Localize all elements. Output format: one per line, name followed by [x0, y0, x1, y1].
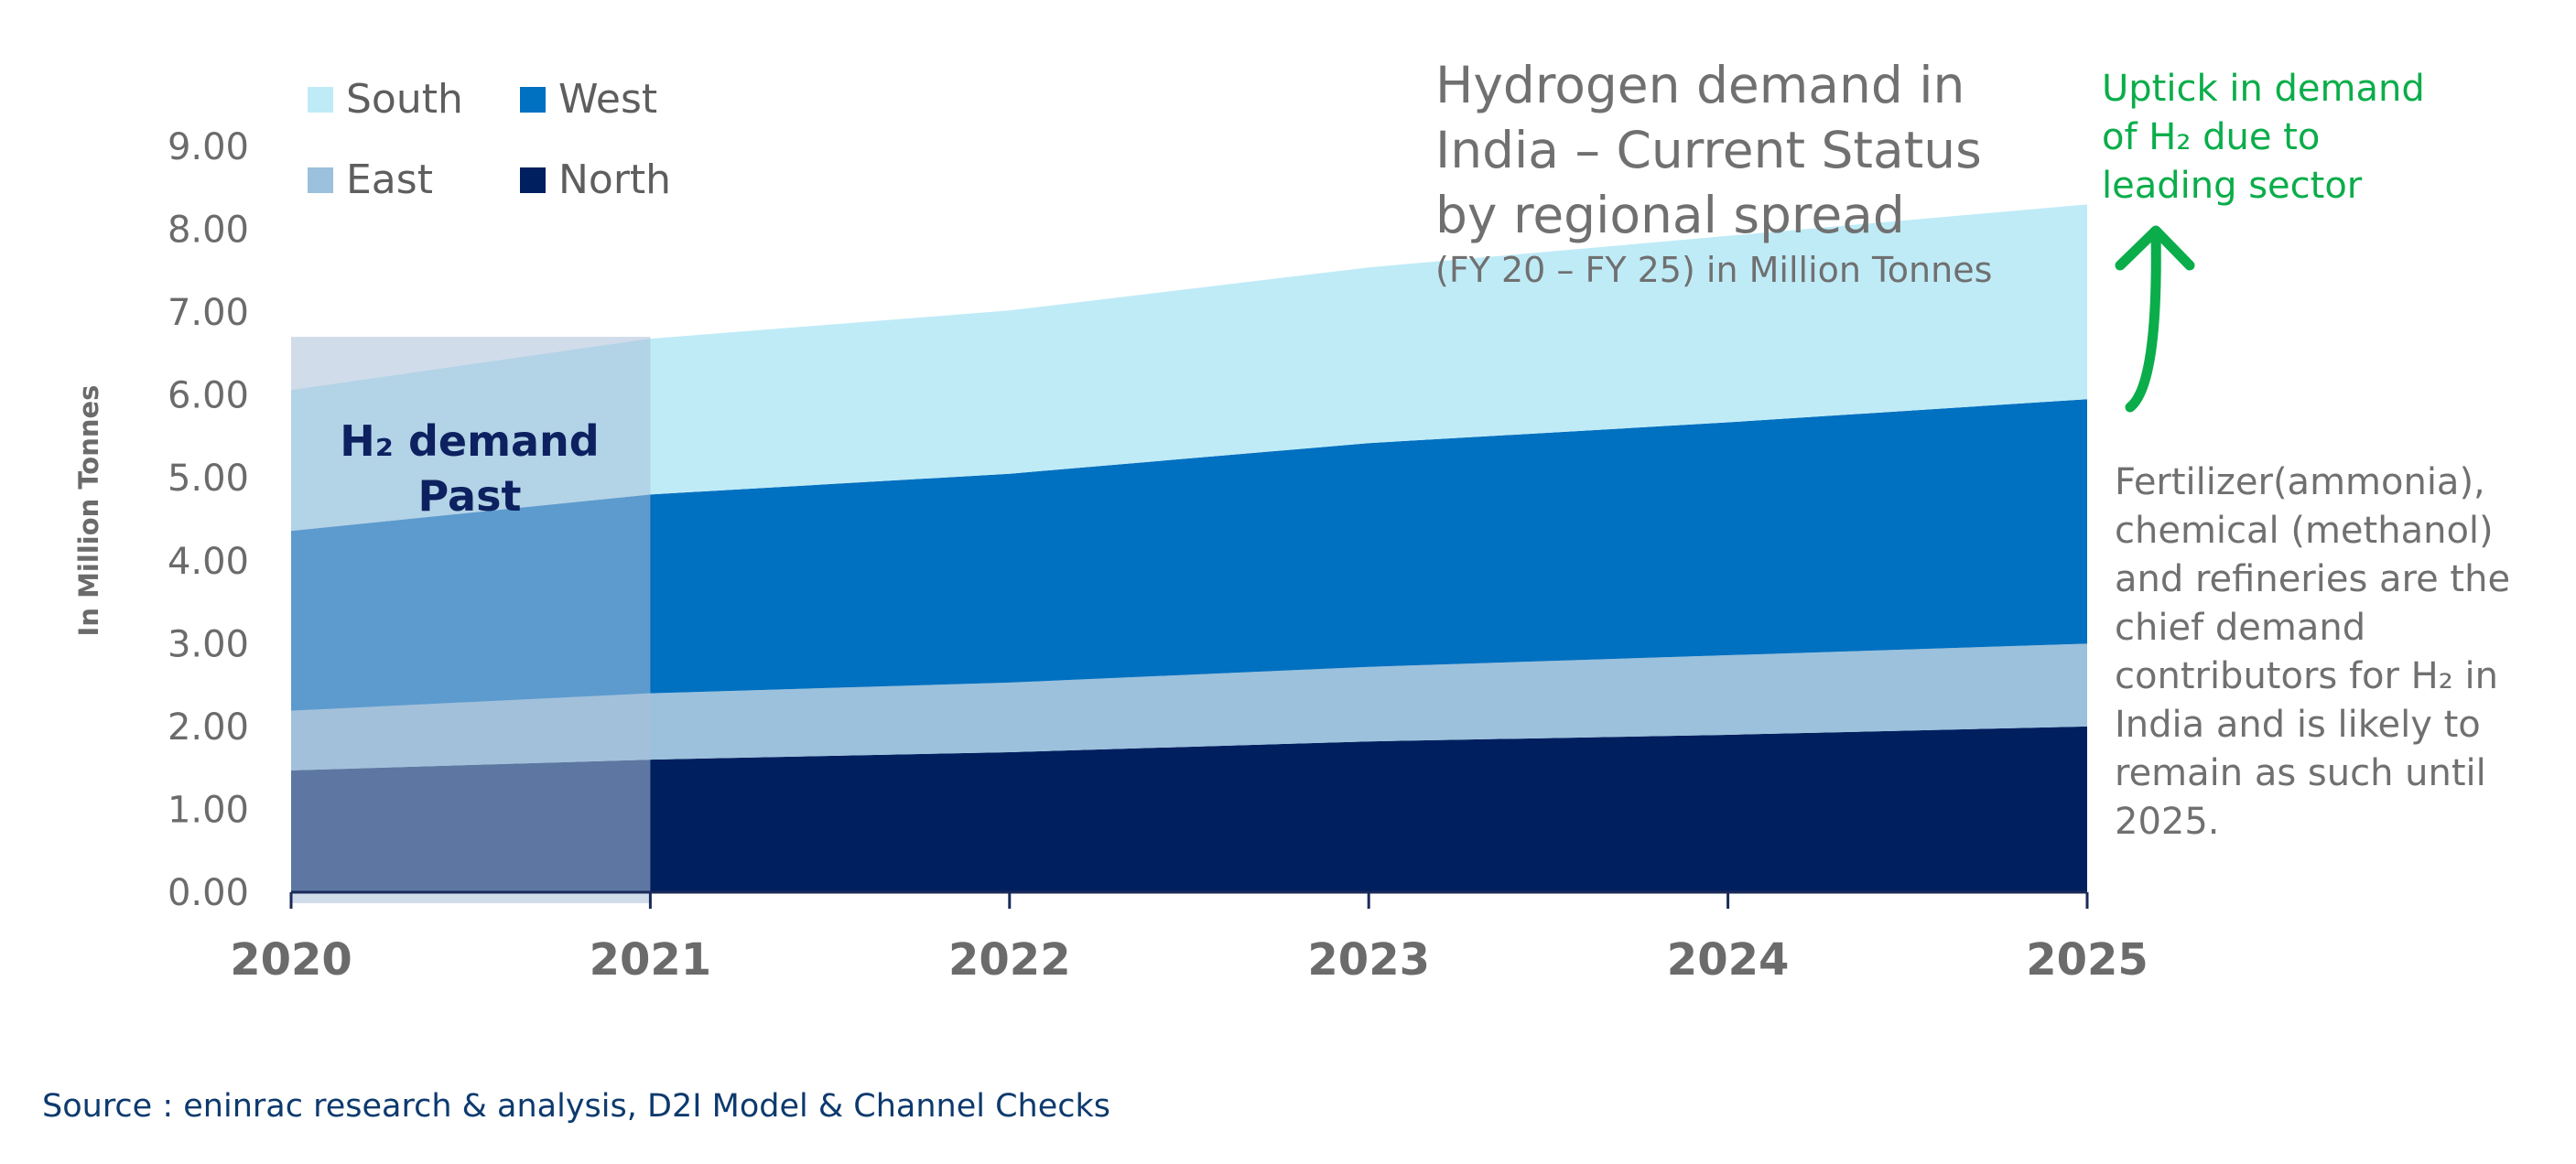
note-line: and refineries are the [2115, 558, 2510, 600]
legend-swatch-south [308, 87, 333, 113]
note-line: chemical (methanol) [2115, 510, 2494, 552]
y-axis-title: In Million Tonnes [73, 385, 104, 637]
chart-title-line-1: Hydrogen demand in [1435, 56, 1964, 114]
legend-swatch-east [308, 167, 333, 193]
note-line: Fertilizer(ammonia), [2115, 461, 2485, 503]
x-tick-label-2025: 2025 [2026, 934, 2148, 986]
note-line: contributors for H₂ in [2115, 655, 2498, 697]
y-tick-label: 6.00 [168, 375, 249, 417]
x-axis-ticks [289, 892, 2089, 909]
source-note: Source : eninrac research & analysis, D2… [42, 1088, 1110, 1125]
uptick-annotation-line-3: leading sector [2102, 165, 2363, 207]
legend-label-north: North [558, 156, 671, 203]
chart-subtitle: (FY 20 – FY 25) in Million Tonnes [1435, 250, 1992, 290]
y-tick-label: 0.00 [168, 872, 249, 914]
note-line: chief demand [2115, 607, 2365, 649]
note-line: remain as such until [2115, 752, 2486, 794]
area-series-group [291, 204, 2087, 892]
y-tick-label: 7.00 [168, 292, 249, 334]
uptick-annotation-line-1: Uptick in demand [2102, 68, 2425, 110]
area-south [291, 204, 2087, 532]
y-axis-labels: 0.00 1.00 2.00 3.00 4.00 5.00 6.00 7.00 8.00 9.00 [168, 126, 249, 914]
legend-label-south: South [346, 76, 463, 123]
legend: South West East North [308, 76, 671, 203]
past-demand-label-line-2: Past [418, 471, 522, 521]
explanatory-note: Fertilizer(ammonia), chemical (methanol) a… [2115, 461, 2510, 843]
area-east [291, 643, 2087, 771]
y-tick-label: 3.00 [168, 623, 249, 665]
y-tick-label: 5.00 [168, 458, 249, 500]
y-tick-label: 8.00 [168, 210, 249, 252]
y-tick-label: 2.00 [168, 706, 249, 749]
area-west [291, 399, 2087, 711]
x-tick-label-2024: 2024 [1667, 934, 1790, 986]
x-tick-label-2020: 2020 [230, 934, 352, 986]
area-north [291, 726, 2087, 892]
x-axis-labels: 2020 2021 2022 2023 2024 2025 [230, 934, 2148, 986]
uptick-arrow-icon [2115, 225, 2195, 413]
y-tick-label: 1.00 [168, 789, 249, 831]
past-demand-label-line-1: H₂ demand [340, 416, 599, 466]
past-demand-overlay [291, 337, 651, 904]
legend-swatch-west [520, 87, 546, 113]
legend-swatch-north [520, 167, 546, 193]
x-tick-label-2022: 2022 [948, 934, 1071, 986]
chart-title-line-3: by regional spread [1435, 186, 1905, 244]
x-tick-label-2023: 2023 [1307, 934, 1430, 986]
note-line: 2025. [2115, 801, 2220, 843]
chart-title-line-2: India – Current Status [1435, 121, 1982, 179]
legend-label-east: East [346, 156, 433, 203]
y-tick-label: 9.00 [168, 126, 249, 168]
y-tick-label: 4.00 [168, 541, 249, 583]
note-line: India and is likely to [2115, 704, 2481, 746]
legend-label-west: West [558, 76, 657, 123]
x-tick-label-2021: 2021 [590, 934, 712, 986]
uptick-annotation-line-2: of H₂ due to [2102, 116, 2320, 158]
